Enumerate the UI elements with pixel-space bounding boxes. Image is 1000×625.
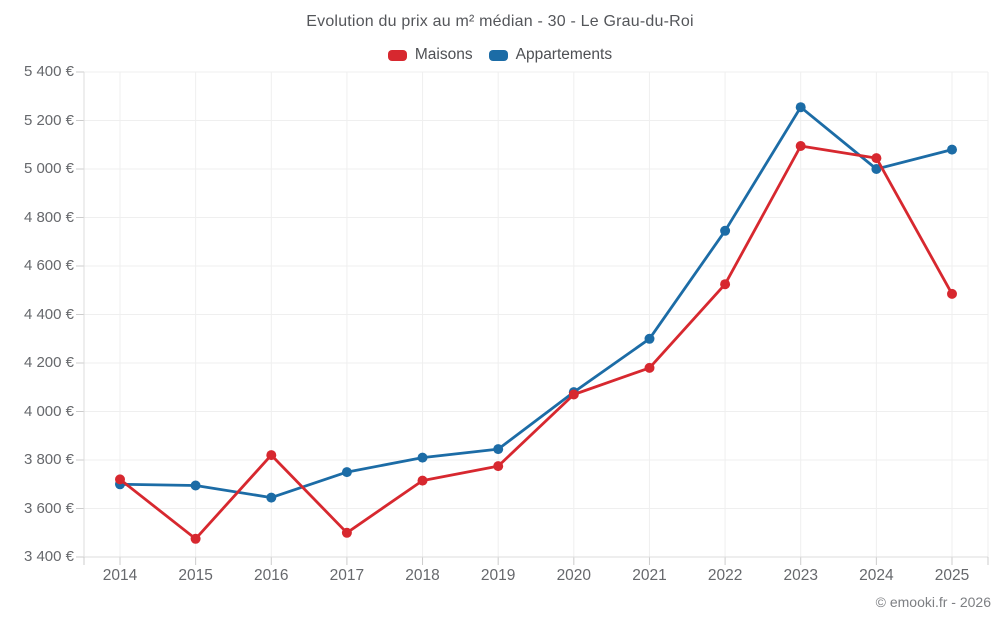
legend-item-appartements[interactable]: Appartements bbox=[488, 46, 613, 64]
y-tick-label: 5 400 € bbox=[23, 63, 74, 80]
y-tick-label: 4 400 € bbox=[23, 305, 74, 323]
data-point-appartements-2025[interactable] bbox=[947, 144, 957, 155]
x-tick-label: 2021 bbox=[632, 567, 667, 584]
x-tick-label: 2020 bbox=[556, 567, 592, 584]
data-point-appartements-2015[interactable] bbox=[190, 480, 201, 491]
data-point-maisons-2016[interactable] bbox=[266, 450, 277, 461]
legend: Maisons Appartements bbox=[0, 46, 1000, 64]
y-tick-label: 4 600 € bbox=[23, 257, 74, 274]
x-tick-label: 2022 bbox=[707, 567, 743, 584]
legend-label-maisons: Maisons bbox=[414, 46, 473, 63]
legend-item-maisons[interactable]: Maisons bbox=[387, 46, 473, 64]
data-point-appartements-2019[interactable] bbox=[493, 444, 504, 455]
y-tick-label: 4 200 € bbox=[23, 354, 74, 371]
series-line-maisons bbox=[118, 144, 954, 541]
data-point-maisons-2025[interactable] bbox=[947, 288, 957, 299]
x-tick-label: 2025 bbox=[934, 567, 970, 584]
y-tick-label: 5 000 € bbox=[23, 160, 74, 177]
series-line-appartements bbox=[118, 105, 954, 500]
data-point-maisons-2021[interactable] bbox=[644, 362, 655, 373]
data-point-appartements-2023[interactable] bbox=[795, 102, 806, 113]
data-point-maisons-2014[interactable] bbox=[115, 474, 125, 485]
data-point-appartements-2017[interactable] bbox=[341, 467, 352, 478]
maisons-series-swatch-icon bbox=[387, 49, 407, 61]
x-tick-label: 2016 bbox=[254, 567, 289, 584]
data-point-maisons-2017[interactable] bbox=[341, 527, 352, 538]
legend-label-appartements: Appartements bbox=[515, 46, 613, 63]
y-tick-label: 5 200 € bbox=[23, 111, 74, 129]
y-tick-label: 4 800 € bbox=[23, 208, 74, 226]
chart-title: Evolution du prix au m² médian - 30 - Le… bbox=[306, 13, 694, 30]
copyright-watermark: © emooki.fr - 2026 bbox=[875, 594, 991, 610]
data-point-maisons-2023[interactable] bbox=[795, 141, 806, 151]
data-point-appartements-2022[interactable] bbox=[720, 225, 731, 236]
data-point-appartements-2024[interactable] bbox=[871, 164, 882, 174]
data-point-maisons-2018[interactable] bbox=[417, 475, 428, 486]
data-point-maisons-2024[interactable] bbox=[871, 153, 882, 164]
x-tick-label: 2024 bbox=[859, 567, 894, 584]
data-point-appartements-2018[interactable] bbox=[417, 452, 428, 463]
y-tick-label: 3 400 € bbox=[23, 548, 74, 565]
x-tick-label: 2023 bbox=[783, 567, 818, 584]
x-tick-label: 2015 bbox=[178, 567, 213, 584]
x-tick-label: 2018 bbox=[405, 567, 440, 584]
appartements-series-swatch-icon bbox=[488, 49, 508, 61]
data-point-maisons-2022[interactable] bbox=[720, 279, 731, 290]
data-point-maisons-2015[interactable] bbox=[190, 533, 201, 544]
y-tick-label: 3 600 € bbox=[23, 499, 74, 517]
data-point-appartements-2021[interactable] bbox=[644, 333, 655, 344]
y-tick-label: 4 000 € bbox=[23, 402, 74, 420]
y-tick-label: 3 800 € bbox=[23, 451, 74, 468]
x-tick-label: 2019 bbox=[480, 567, 516, 584]
x-tick-label: 2017 bbox=[329, 567, 365, 584]
x-tick-label: 2014 bbox=[102, 567, 138, 584]
data-point-maisons-2020[interactable] bbox=[568, 389, 579, 400]
data-point-appartements-2016[interactable] bbox=[266, 492, 277, 503]
data-point-maisons-2019[interactable] bbox=[493, 461, 504, 472]
